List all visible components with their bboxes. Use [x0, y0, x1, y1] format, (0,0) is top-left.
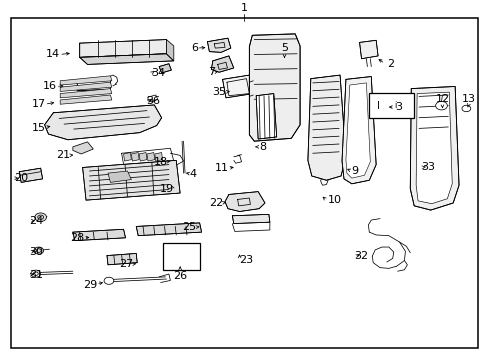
- Polygon shape: [131, 153, 139, 161]
- Text: 16: 16: [42, 81, 57, 91]
- Text: 27: 27: [119, 259, 133, 269]
- Polygon shape: [224, 192, 264, 212]
- Polygon shape: [222, 75, 253, 98]
- Text: 12: 12: [434, 94, 448, 104]
- Circle shape: [461, 105, 470, 112]
- Polygon shape: [80, 54, 173, 64]
- Polygon shape: [359, 40, 377, 59]
- Polygon shape: [341, 77, 375, 184]
- Polygon shape: [307, 75, 345, 180]
- Polygon shape: [107, 253, 137, 265]
- Text: I: I: [376, 101, 379, 111]
- Text: 35: 35: [211, 87, 225, 97]
- Text: 30: 30: [29, 247, 43, 257]
- Polygon shape: [345, 83, 369, 178]
- Polygon shape: [123, 153, 131, 161]
- Polygon shape: [44, 105, 161, 140]
- Text: 4: 4: [189, 169, 197, 179]
- Text: 31: 31: [29, 270, 43, 280]
- Bar: [162, 243, 199, 270]
- Text: 19: 19: [160, 184, 173, 194]
- Polygon shape: [60, 76, 112, 85]
- Circle shape: [183, 255, 194, 264]
- Circle shape: [435, 102, 447, 110]
- Polygon shape: [207, 38, 230, 52]
- Polygon shape: [232, 214, 269, 224]
- Text: 34: 34: [151, 68, 164, 78]
- Polygon shape: [409, 86, 458, 210]
- Text: 32: 32: [353, 251, 367, 261]
- Polygon shape: [60, 89, 112, 98]
- Text: 17: 17: [31, 99, 45, 109]
- Polygon shape: [139, 153, 147, 161]
- Polygon shape: [60, 82, 112, 91]
- Text: 22: 22: [208, 198, 223, 208]
- Circle shape: [104, 277, 114, 284]
- Polygon shape: [136, 223, 201, 236]
- Polygon shape: [249, 34, 300, 141]
- Polygon shape: [159, 64, 171, 73]
- Text: 6: 6: [191, 43, 198, 53]
- Text: 36: 36: [146, 96, 160, 107]
- Polygon shape: [82, 160, 180, 200]
- Polygon shape: [211, 56, 233, 72]
- Circle shape: [31, 270, 41, 277]
- Polygon shape: [73, 142, 93, 154]
- Polygon shape: [73, 229, 125, 240]
- Text: 15: 15: [32, 123, 45, 133]
- Polygon shape: [19, 168, 42, 183]
- Text: 14: 14: [46, 49, 60, 59]
- Text: 5: 5: [281, 43, 287, 53]
- Text: 1: 1: [241, 3, 247, 13]
- Text: 18: 18: [153, 157, 167, 167]
- Text: 9: 9: [350, 166, 357, 176]
- Text: 28: 28: [70, 233, 84, 243]
- Circle shape: [35, 213, 46, 221]
- Text: i: i: [394, 101, 396, 110]
- Polygon shape: [108, 171, 131, 183]
- Text: 13: 13: [461, 94, 475, 104]
- Text: 10: 10: [327, 195, 341, 205]
- Text: 25: 25: [182, 222, 196, 232]
- Circle shape: [165, 250, 183, 263]
- Text: 3: 3: [395, 102, 402, 112]
- Text: 26: 26: [173, 271, 187, 281]
- Text: 24: 24: [29, 216, 43, 226]
- Text: 29: 29: [83, 280, 97, 290]
- Polygon shape: [60, 95, 112, 104]
- Text: 20: 20: [14, 173, 28, 183]
- Polygon shape: [147, 153, 155, 161]
- Text: 8: 8: [259, 142, 265, 152]
- Text: 21: 21: [56, 150, 70, 161]
- Polygon shape: [415, 92, 451, 204]
- Circle shape: [34, 247, 43, 254]
- Polygon shape: [166, 40, 173, 61]
- Polygon shape: [77, 78, 110, 91]
- Text: 2: 2: [386, 59, 394, 69]
- Text: 23: 23: [238, 255, 252, 265]
- Text: 33: 33: [420, 162, 434, 172]
- Bar: [368, 93, 413, 118]
- Polygon shape: [155, 153, 162, 161]
- Polygon shape: [256, 94, 276, 139]
- Polygon shape: [80, 40, 166, 57]
- Text: 11: 11: [214, 163, 228, 173]
- Text: 7: 7: [208, 67, 215, 77]
